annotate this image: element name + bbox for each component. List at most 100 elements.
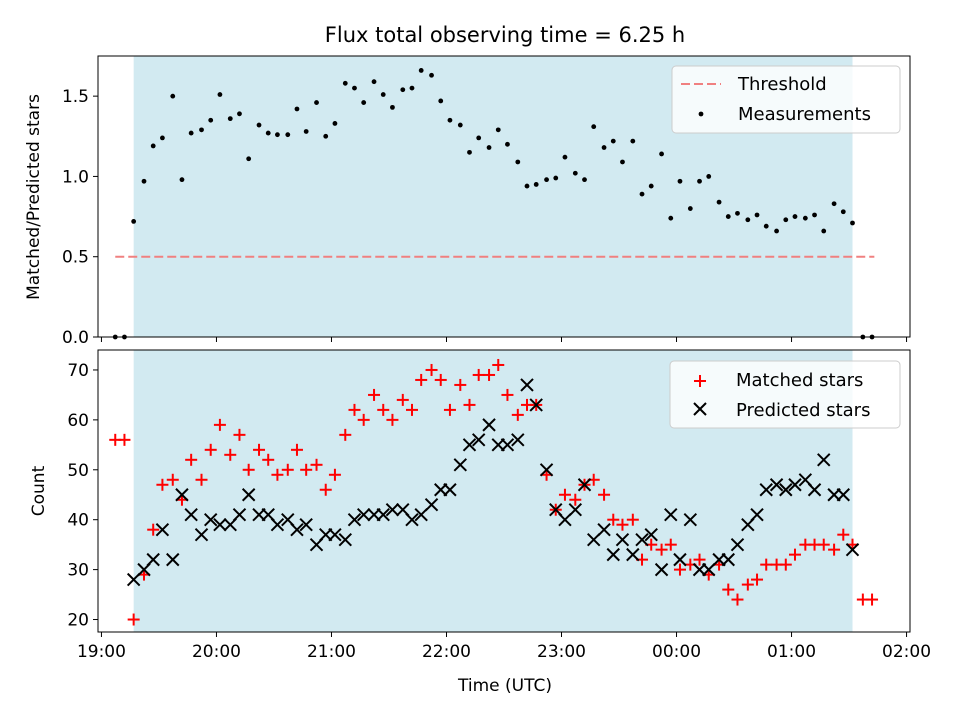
- predicted-star-point: [788, 478, 802, 492]
- measurement-point: [544, 177, 549, 183]
- matched-star-point: [569, 493, 582, 506]
- measurement-point: [659, 151, 664, 157]
- predicted-stars-series: [126, 378, 860, 587]
- measurement-point: [141, 178, 147, 184]
- measurement-point: [620, 159, 625, 165]
- predicted-star-stroke-b: [635, 532, 649, 547]
- predicted-star-stroke-b: [194, 527, 209, 542]
- matched-star-point: [213, 418, 226, 431]
- measurement-point: [342, 80, 348, 86]
- predicted-star-stroke-b: [126, 572, 141, 587]
- predicted-star-stroke-b: [817, 453, 831, 467]
- measurement-point: [438, 98, 444, 104]
- measurement-point: [486, 145, 492, 150]
- predicted-star-point: [597, 522, 611, 537]
- top-y-tick-label: 0.5: [62, 248, 89, 268]
- measurement-point: [467, 149, 472, 155]
- matched-stars-series: [109, 358, 879, 626]
- measurement-point: [457, 122, 463, 128]
- matched-star-point: [664, 538, 677, 551]
- x-tick-label: 22:00: [422, 642, 471, 662]
- predicted-star-point: [204, 512, 218, 527]
- measurement-point: [840, 209, 846, 215]
- top-legend: Threshold Measurements: [671, 65, 901, 134]
- x-tick-label: 23:00: [537, 642, 586, 662]
- matched-star-point: [434, 373, 447, 386]
- predicted-star-stroke-b: [453, 458, 468, 472]
- matched-star-point: [693, 553, 706, 566]
- measurement-point: [812, 212, 817, 218]
- matched-star-point: [166, 473, 179, 486]
- x-tick-label: 02:00: [882, 642, 931, 662]
- bottom-y-axis-label: Count: [29, 465, 49, 516]
- x-tick-label: 19:00: [77, 642, 126, 662]
- matched-star-point: [185, 453, 198, 466]
- matched-star-point: [866, 593, 879, 606]
- predicted-star-stroke-b: [270, 517, 285, 532]
- predicted-star-stroke-b: [281, 512, 295, 527]
- predicted-star-stroke-b: [290, 522, 304, 537]
- predicted-star-stroke-b: [155, 522, 170, 537]
- measurement-point: [783, 217, 789, 223]
- measurement-point: [390, 104, 395, 110]
- matched-star-point: [328, 468, 341, 481]
- predicted-star-stroke-b: [405, 512, 419, 527]
- x-axis-label: Time (UTC): [457, 676, 552, 696]
- matched-star-point: [118, 433, 131, 446]
- bottom-y-ticks: 20 30 40 50 60 70: [67, 361, 98, 631]
- legend-matched-label: Matched stars: [736, 370, 863, 391]
- predicted-star-point: [385, 503, 400, 517]
- matched-star-point: [339, 428, 352, 441]
- matched-star-point: [368, 388, 381, 401]
- matched-star-point: [396, 393, 409, 406]
- predicted-star-point: [347, 512, 362, 527]
- matched-star-point: [626, 513, 639, 526]
- predicted-star-stroke-b: [376, 508, 390, 522]
- predicted-star-point: [453, 458, 468, 472]
- measurement-point: [265, 130, 271, 136]
- measurement-point: [227, 116, 233, 122]
- matched-star-point: [281, 463, 294, 476]
- matched-star-point: [195, 473, 208, 486]
- measurement-point: [591, 124, 597, 130]
- measurement-point: [630, 138, 636, 144]
- predicted-star-point: [414, 508, 428, 522]
- predicted-star-point: [577, 478, 592, 492]
- matched-star-point: [415, 373, 428, 386]
- predicted-star-point: [635, 532, 649, 547]
- matched-star-point: [242, 463, 255, 476]
- predicted-star-point: [356, 508, 371, 522]
- measurement-point: [246, 156, 252, 162]
- measurement-point: [697, 178, 702, 184]
- matched-star-point: [262, 453, 275, 466]
- predicted-star-stroke-b: [769, 478, 784, 492]
- predicted-star-stroke-b: [568, 503, 583, 517]
- predicted-star-stroke-b: [702, 562, 716, 577]
- measurement-point: [687, 206, 693, 211]
- predicted-star-stroke-b: [424, 498, 439, 512]
- predicted-star-point: [654, 562, 669, 577]
- matched-star-point: [290, 443, 303, 456]
- measurement-point: [275, 132, 280, 138]
- top-y-tick-label: 1.5: [62, 87, 89, 107]
- measurement-point: [763, 223, 769, 229]
- matched-star-point: [310, 458, 323, 471]
- predicted-star-stroke-b: [462, 438, 477, 452]
- predicted-star-point: [520, 378, 534, 392]
- measurement-point: [217, 92, 223, 97]
- predicted-star-point: [807, 483, 822, 497]
- predicted-star-point: [683, 512, 698, 527]
- predicted-star-stroke-b: [175, 488, 189, 502]
- predicted-star-stroke-b: [683, 512, 698, 527]
- matched-star-point: [405, 403, 418, 416]
- predicted-star-point: [184, 508, 198, 522]
- predicted-star-stroke-b: [471, 433, 486, 447]
- top-y-tick-label: 1.0: [62, 167, 89, 187]
- x-tick-label: 01:00: [767, 642, 816, 662]
- measurement-point: [677, 178, 683, 184]
- measurement-point: [418, 68, 424, 73]
- predicted-star-stroke-b: [798, 473, 813, 487]
- predicted-star-point: [500, 438, 515, 452]
- predicted-star-point: [702, 562, 716, 577]
- x-tick-label: 21:00: [307, 642, 356, 662]
